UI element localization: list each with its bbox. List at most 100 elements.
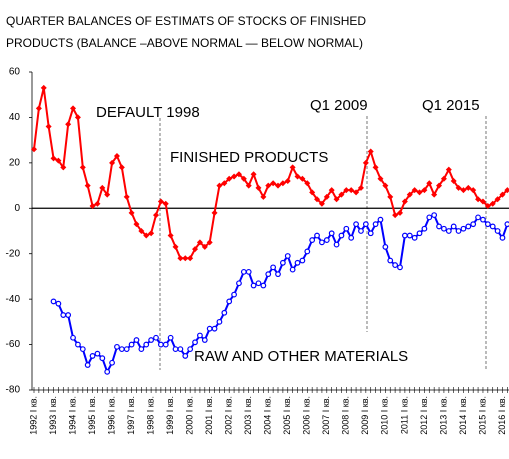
point [289,266,296,273]
point [289,164,296,171]
point [157,198,164,205]
point [440,175,447,182]
y-tick-label: -80 [6,385,21,396]
point [231,173,238,180]
point [299,175,306,182]
point [226,298,233,305]
point [35,105,42,112]
point [31,146,37,153]
chart-title: PRODUCTS (BALANCE –ABOVE NORMAL — BELOW … [6,36,363,50]
point [128,341,135,348]
point [460,187,467,194]
point [211,209,218,216]
point [401,198,408,205]
point [138,228,145,234]
y-tick-label: 60 [9,67,21,78]
point [382,182,389,189]
point [367,230,374,237]
point [358,228,364,234]
point [279,180,286,187]
point [367,148,374,155]
point [104,368,111,375]
x-tick-label: 2015 I кв. [477,396,487,435]
x-tick-label: 2006 I кв. [302,396,312,435]
point [494,228,501,234]
point [60,312,67,318]
point [465,184,472,191]
point [489,200,496,207]
point [206,325,213,332]
point [260,193,267,200]
point [455,228,462,234]
point [162,200,169,207]
point [60,164,67,171]
point [94,350,101,357]
annotation: Q1 2009 [310,97,368,114]
point [338,232,345,239]
point [118,346,125,353]
point [270,180,277,187]
point [235,171,242,178]
point [309,189,316,196]
point [426,214,433,221]
y-tick-label: 0 [14,203,20,214]
x-tick-label: 2016 I кв. [497,396,507,435]
point [475,196,482,203]
point [484,221,491,228]
point [65,312,72,318]
point [353,221,359,228]
point [79,346,86,353]
point [470,221,477,228]
point [372,164,379,171]
x-tick-label: 1999 I кв. [165,396,175,435]
x-tick-label: 2005 I кв. [282,396,292,435]
point [279,259,286,266]
annotation: Q1 2015 [422,97,480,114]
point [504,187,509,194]
x-tick-label: 1995 I кв. [87,396,97,435]
point [221,180,228,187]
point [182,353,189,359]
point [182,255,189,262]
point [231,291,237,298]
point [397,264,403,271]
point [187,255,194,262]
point [89,353,96,359]
point [70,334,76,341]
point [362,159,369,166]
point [450,178,457,185]
x-tick-label: 2010 I кв. [380,396,390,435]
point [192,339,198,346]
point [377,216,384,223]
point [392,212,399,219]
annotation: RAW AND OTHER MATERIALS [194,348,408,365]
point [153,334,159,341]
point [333,196,340,203]
point [333,241,340,248]
point [250,171,257,178]
x-tick-label: 2003 I кв. [243,396,253,435]
point [294,173,301,180]
point [94,200,101,207]
point [138,346,145,353]
point [357,184,364,191]
point [104,191,111,198]
point [450,223,457,230]
point [79,164,86,171]
point [177,255,184,262]
point [270,264,277,271]
point [128,209,135,216]
point [192,246,199,253]
x-tick-label: 2013 I кв. [438,396,448,435]
point [489,223,496,230]
point [245,182,252,189]
point [323,193,330,200]
point [172,243,179,250]
point [284,178,291,185]
point [177,346,184,353]
point [216,182,223,189]
point [406,191,413,198]
point [114,343,120,350]
point [143,341,150,348]
point [201,337,208,343]
